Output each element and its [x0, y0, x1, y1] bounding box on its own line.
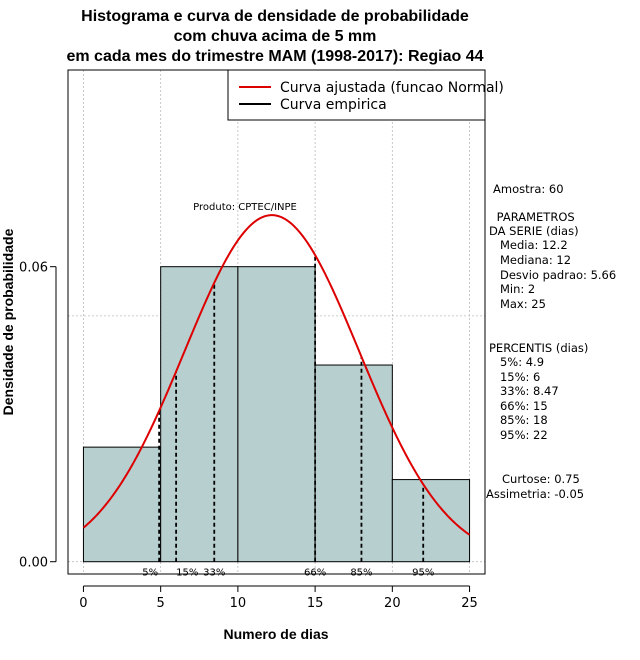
chart-title-line-2: com chuva acima de 5 mm — [174, 28, 377, 45]
chart-title-line-3: em cada mes do trimestre MAM (1998-2017)… — [66, 48, 483, 65]
chart-title-line-1: Histograma e curva de densidade de proba… — [81, 8, 469, 25]
stat-p33: 33%: 8.47 — [489, 384, 559, 398]
percentile-label-95: 95% — [412, 568, 434, 579]
legend: Curva ajustada (funcao Normal) Curva emp… — [227, 69, 504, 121]
histogram-bar-4 — [391, 479, 471, 563]
percentile-label-33: 33% — [203, 568, 225, 579]
stat-p66: 66%: 15 — [489, 399, 548, 413]
x-tick-label-3: 15 — [307, 596, 324, 611]
stat-p15: 15%: 6 — [489, 370, 540, 384]
percentile-lines: 5% 15% 33% 66% 85% 95% — [142, 255, 434, 579]
histogram-bar-3 — [314, 364, 393, 563]
stat-params-heading: PARAMETROS — [493, 210, 575, 224]
x-tick-label-2: 10 — [230, 596, 247, 611]
stat-skewness: Assimetria: -0.05 — [486, 487, 584, 501]
stat-p95: 95%: 22 — [489, 428, 548, 442]
percentile-label-5: 5% — [142, 568, 158, 579]
stat-max: Max: 25 — [489, 297, 546, 311]
normal-fit-curve — [82, 214, 471, 536]
y-tick-label-0: 0.00 — [19, 556, 48, 571]
stat-std-dev: Desvio padrao: 5.66 — [489, 268, 616, 282]
stat-median: Mediana: 12 — [489, 253, 571, 267]
x-tick-label-4: 20 — [384, 596, 401, 611]
histogram-bar-1 — [160, 266, 239, 563]
y-axis-label: Densidade de probabilidade — [0, 228, 16, 415]
y-tick-label-1: 0.06 — [19, 261, 48, 276]
statistics-panel: Amostra: 60 PARAMETROS DA SERIE (dias) M… — [486, 182, 616, 501]
x-tick-label-1: 5 — [157, 596, 165, 611]
percentile-label-15: 15% — [176, 568, 198, 579]
product-annotation: Produto: CPTEC/INPE — [193, 202, 297, 213]
stat-sample: Amostra: 60 — [493, 182, 564, 196]
axes: 0 5 10 15 20 25 0.00 0.06 — [19, 261, 478, 611]
histogram-bar-2 — [237, 266, 316, 563]
stat-kurtosis: Curtose: 0.75 — [502, 472, 580, 486]
legend-label-fitted-curve: Curva ajustada (funcao Normal) — [280, 80, 504, 96]
legend-label-empirical-curve: Curva empirica — [280, 97, 387, 113]
legend-box — [227, 69, 486, 121]
normal-curve-layer — [82, 214, 471, 536]
stat-percentiles-heading: PERCENTIS (dias) — [489, 341, 588, 355]
stat-p5: 5%: 4.9 — [489, 355, 544, 369]
stat-p85: 85%: 18 — [489, 413, 548, 427]
x-axis-label: Numero de dias — [223, 626, 328, 642]
histogram-bars — [82, 266, 471, 563]
x-tick-label-0: 0 — [79, 596, 87, 611]
stat-mean: Media: 12.2 — [489, 238, 568, 252]
stat-params-subheading: DA SERIE (dias) — [489, 224, 579, 238]
stat-min: Min: 2 — [489, 282, 535, 296]
percentile-label-85: 85% — [350, 568, 372, 579]
histogram-bar-0 — [82, 446, 162, 563]
percentile-label-66: 66% — [304, 568, 326, 579]
x-tick-label-5: 25 — [461, 596, 478, 611]
